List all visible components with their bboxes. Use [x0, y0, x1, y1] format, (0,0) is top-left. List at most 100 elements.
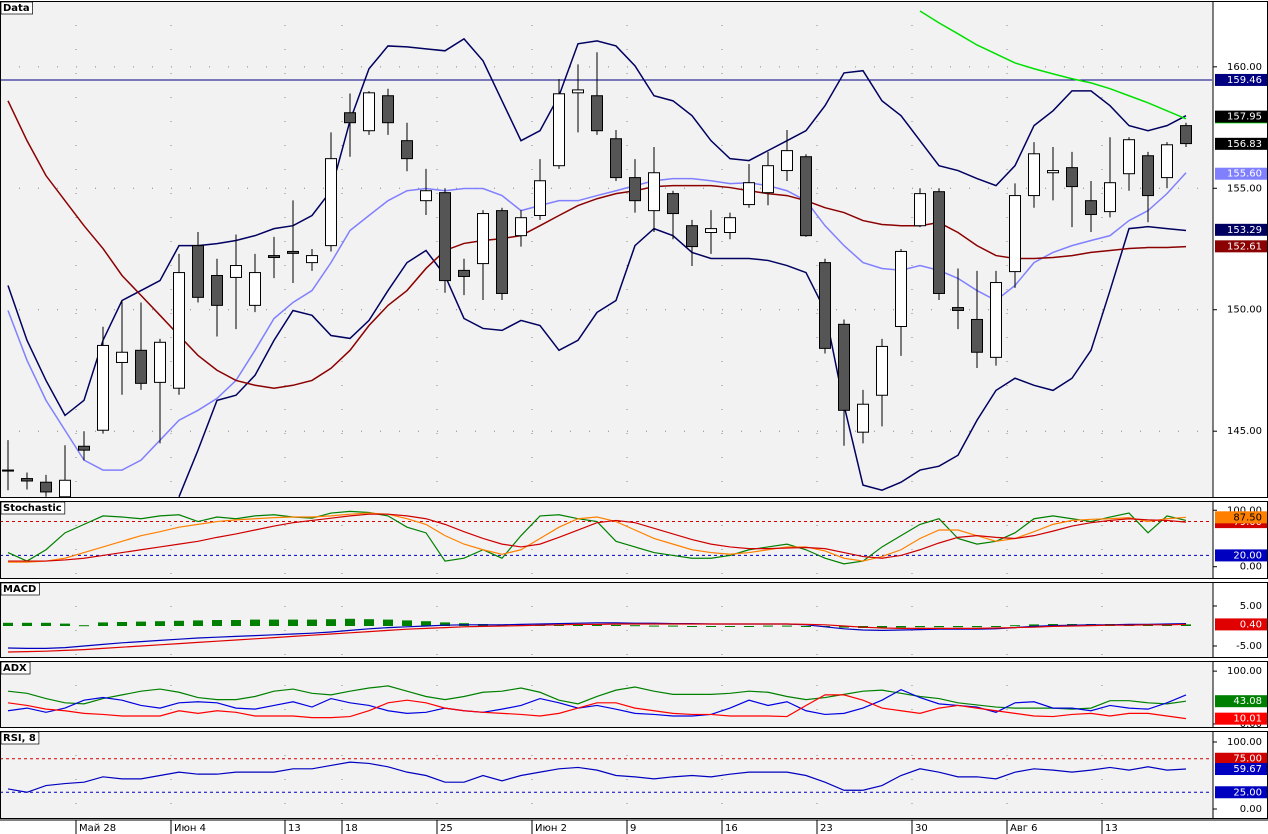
marker-label: 0.40: [1240, 619, 1262, 630]
marker-box: [1215, 712, 1267, 725]
candle-body: [553, 93, 565, 167]
histogram-bar: [991, 626, 1001, 627]
marker-box: [1215, 763, 1267, 776]
candle-body: [458, 269, 470, 277]
candle-body: [306, 255, 318, 264]
candle-body: [743, 182, 755, 206]
marker-label: 10.01: [1233, 714, 1262, 725]
plot-area: [1, 732, 1212, 818]
histogram-bar: [212, 620, 222, 626]
series-line: [8, 513, 1187, 562]
histogram-bar: [79, 625, 89, 627]
histogram-bar: [877, 626, 887, 628]
histogram-bar: [155, 621, 165, 626]
series-line: [7, 37, 1187, 417]
series-line: [7, 100, 1187, 389]
x-tick-label: 13: [1105, 823, 1118, 834]
level-label: 159.46: [1227, 75, 1262, 86]
marker-label: 43.08: [1233, 696, 1262, 707]
plot-area: [1, 2, 1212, 497]
x-tick-label: 30: [915, 823, 928, 834]
panel-background: [0, 501, 1214, 579]
histogram-bar: [250, 619, 260, 626]
histogram-bar: [364, 619, 374, 626]
candle-body: [1123, 139, 1135, 175]
candle-body: [610, 138, 622, 179]
histogram-bar: [934, 626, 944, 628]
series-line: [7, 510, 1187, 565]
candle-body: [40, 481, 52, 493]
candle-body: [857, 403, 869, 433]
panel-title: MACD: [3, 584, 36, 595]
candle-body: [496, 210, 508, 294]
panel-title-box: [0, 501, 66, 515]
histogram-bar: [668, 625, 678, 627]
level-box: [1215, 549, 1267, 562]
x-tick-label: 9: [630, 823, 636, 834]
candle-body: [800, 156, 812, 237]
histogram-bar: [60, 623, 70, 626]
candle-body: [173, 272, 185, 389]
x-tick-label: Май 28: [79, 823, 116, 834]
candle-body: [819, 262, 831, 349]
candle-body: [230, 265, 242, 278]
histogram-bar: [611, 624, 621, 626]
candle-body: [116, 351, 128, 363]
marker-label: 59.67: [1233, 764, 1262, 775]
panel-title: ADX: [3, 663, 27, 674]
candle-body: [420, 190, 432, 202]
level-label: 25.00: [1233, 787, 1262, 798]
histogram-bar: [801, 626, 811, 627]
histogram-bar: [402, 620, 412, 626]
candle-body: [952, 307, 964, 311]
marker-box: [1215, 240, 1267, 253]
histogram-bar: [22, 622, 32, 626]
candle-body: [287, 250, 299, 254]
candle-body: [1180, 125, 1192, 145]
marker-box: [1215, 167, 1267, 180]
candle-body: [21, 478, 33, 482]
candle-body: [667, 193, 679, 215]
candle-body: [933, 191, 945, 294]
candle-body: [705, 228, 717, 233]
candle-body: [363, 92, 375, 132]
panel-title: Data: [3, 3, 30, 14]
series-line: [7, 761, 1187, 793]
marker-box: [1215, 618, 1267, 631]
candle-body: [1104, 182, 1116, 213]
series-line: [7, 694, 1187, 720]
marker-label: 87.50: [1233, 512, 1262, 523]
y-tick-label: 145.00: [1227, 426, 1262, 437]
level-box: [1215, 786, 1267, 799]
series-line: [7, 172, 1187, 471]
candle-body: [1161, 144, 1173, 179]
marker-label: 155.60: [1227, 169, 1262, 180]
panel-title-box: [0, 582, 40, 596]
histogram-bar: [782, 625, 792, 627]
candle-body: [382, 95, 394, 124]
candle-body: [249, 272, 261, 306]
y-tick-label: 100.00: [1227, 505, 1262, 516]
marker-label: 152.61: [1227, 241, 1262, 252]
y-tick-label: 100.00: [1227, 666, 1262, 677]
histogram-bar: [1029, 624, 1039, 626]
level-box: [1215, 73, 1267, 86]
series-line: [178, 225, 1187, 497]
candle-body: [2, 469, 14, 472]
y-tick-label: 155.00: [1227, 183, 1262, 194]
candle-body: [1085, 200, 1097, 216]
candle-body: [895, 250, 907, 328]
marker-box: [1215, 137, 1267, 150]
candle-body: [629, 177, 641, 202]
marker-label: 153.29: [1227, 225, 1262, 236]
marker-box: [1215, 695, 1267, 708]
panel-title: Stochastic: [3, 503, 62, 514]
histogram-bar: [630, 625, 640, 627]
histogram-bar: [896, 626, 906, 628]
series-line: [8, 512, 1187, 563]
panel-title-box: [0, 1, 33, 15]
candle-body: [192, 245, 204, 298]
histogram-bar: [193, 620, 203, 626]
candle-body: [1047, 170, 1059, 174]
histogram-bar: [763, 625, 773, 627]
